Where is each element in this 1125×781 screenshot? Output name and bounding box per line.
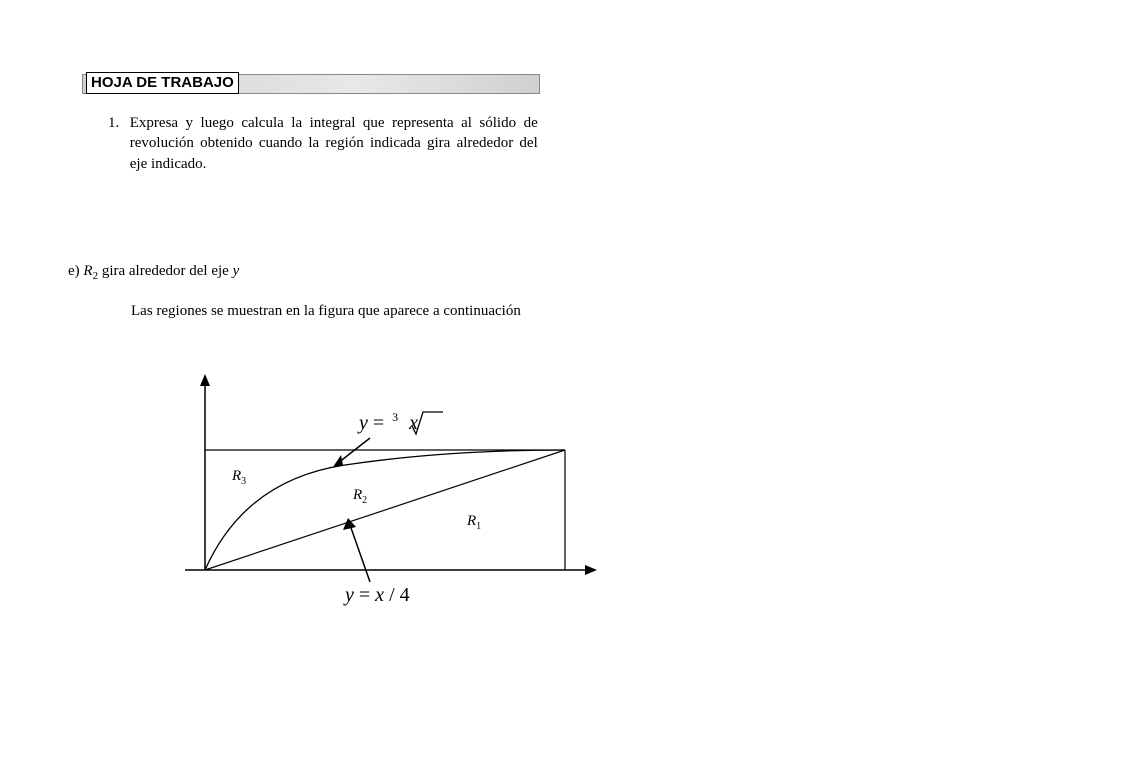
worksheet-title: HOJA DE TRABAJO [86, 72, 239, 94]
eq-y-var-linear: y [345, 584, 354, 606]
regions-figure: y = 3x y = x / 4 R3 R2 R1 [175, 370, 605, 630]
problem-number: 1. [108, 113, 126, 133]
root-argument: x [409, 412, 418, 434]
cuberoot-equation-label: y = 3x [359, 412, 418, 435]
y-axis-arrowhead [200, 374, 210, 386]
linear-curve [205, 450, 565, 570]
region-label-R2: R2 [353, 487, 367, 506]
R2-sub: 2 [362, 495, 367, 506]
problem-item: 1. Expresa y luego calcula la integral q… [108, 113, 540, 174]
linear-equation-label: y = x / 4 [345, 584, 410, 607]
eq-div-linear: / [384, 584, 400, 606]
region-subscript: 2 [93, 270, 99, 282]
R1-sub: 1 [476, 521, 481, 532]
eq-y-var: y [359, 412, 368, 434]
R2-name: R [353, 487, 362, 503]
region-variable: R [83, 263, 92, 279]
R3-name: R [232, 468, 241, 484]
eq-den-linear: 4 [400, 584, 410, 606]
region-label-R3: R3 [232, 468, 246, 487]
R3-sub: 3 [241, 476, 246, 487]
eq-equals-linear: = [354, 584, 375, 606]
eq-equals: = [368, 412, 389, 434]
subproblem-label: e) [68, 263, 80, 279]
R1-name: R [467, 513, 476, 529]
problem-text: Expresa y luego calcula la integral que … [130, 113, 538, 174]
region-label-R1: R1 [467, 513, 481, 532]
figure-caption: Las regiones se muestran en la figura qu… [131, 303, 521, 320]
subproblem-middle-text: gira alrededor del eje [102, 263, 233, 279]
axis-variable: y [233, 263, 240, 279]
subproblem-e: e) R2 gira alrededor del eje y [68, 263, 239, 282]
label-arrow-linear [350, 525, 370, 582]
eq-x-linear: x [375, 584, 384, 606]
x-axis-arrowhead [585, 565, 597, 575]
label-arrowhead-cuberoot [333, 455, 343, 467]
root-index: 3 [392, 410, 398, 424]
